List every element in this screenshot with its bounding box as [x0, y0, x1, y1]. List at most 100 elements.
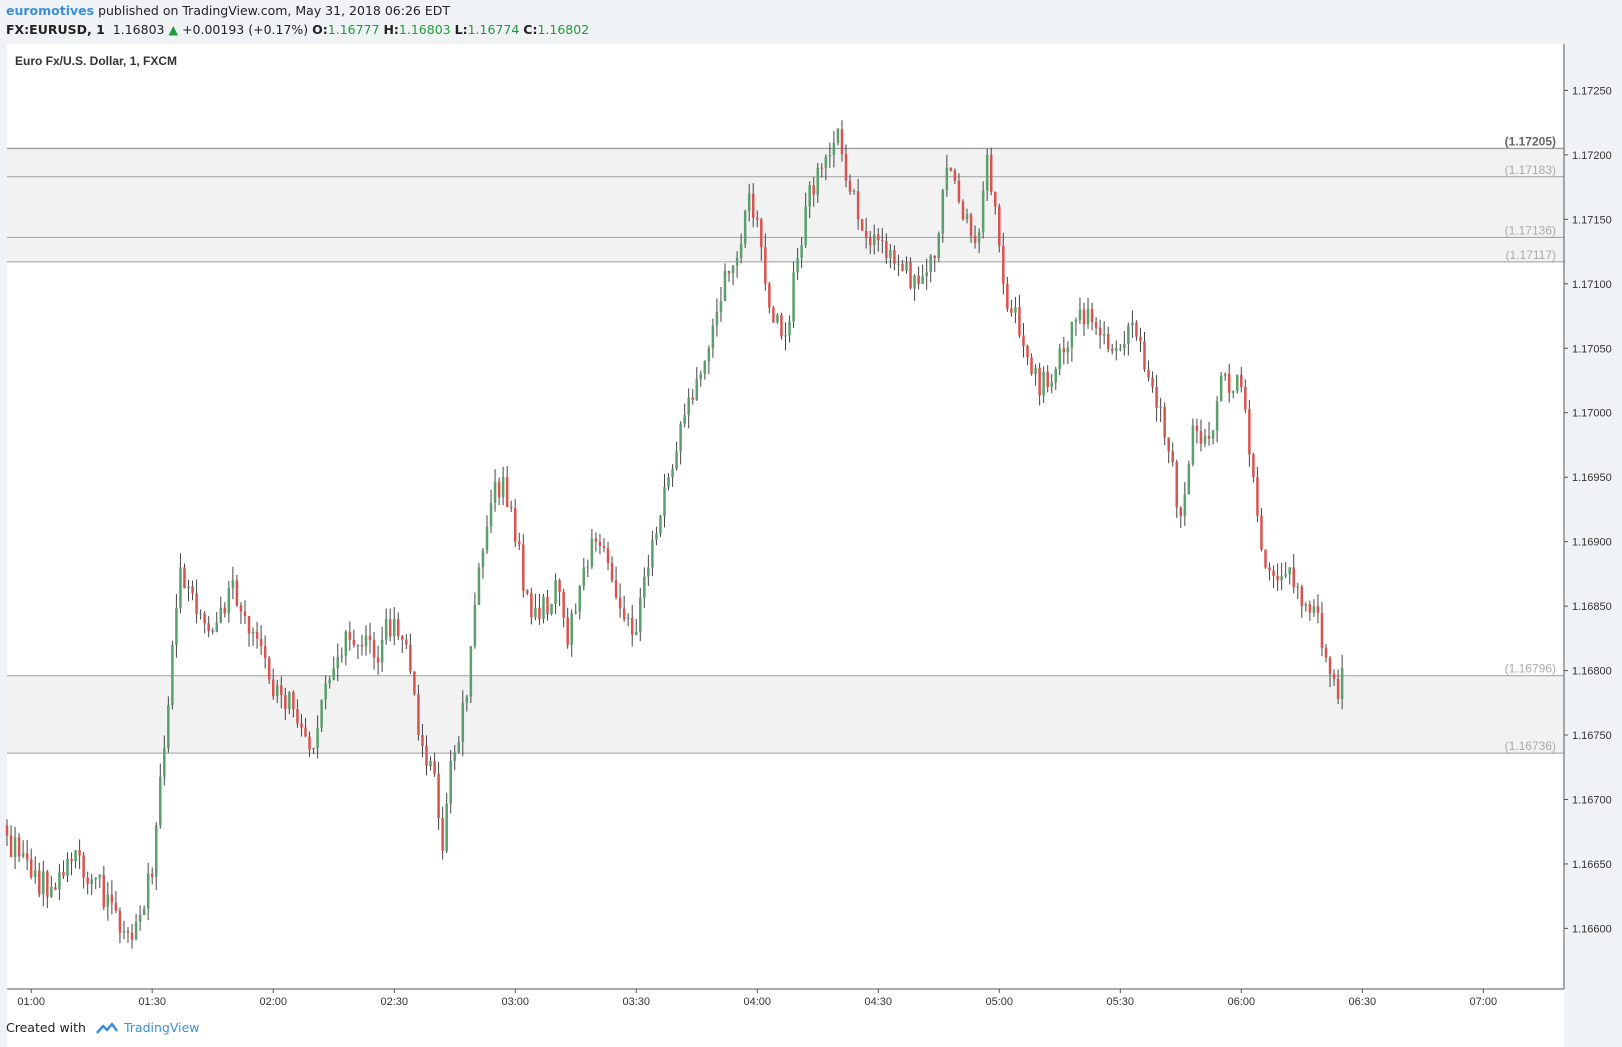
- level-label-2: (1.17136): [1505, 223, 1556, 237]
- candle-body: [1304, 604, 1308, 607]
- x-tick-label-11: 06:30: [1349, 996, 1377, 1008]
- candle-body: [473, 604, 477, 647]
- candle-body: [1332, 673, 1336, 679]
- candle-body: [425, 745, 428, 767]
- candle-body: [477, 567, 481, 605]
- candle-body: [5, 825, 9, 836]
- candle-body: [348, 631, 352, 640]
- candle-body: [1123, 343, 1126, 349]
- candle-body: [267, 658, 271, 680]
- candle-body: [836, 129, 840, 143]
- candle-body: [1328, 657, 1332, 674]
- candle-body: [824, 156, 828, 169]
- candle-body: [1296, 586, 1300, 588]
- y-tick-label-7: 1.16950: [1572, 472, 1612, 484]
- y-tick-label-12: 1.17200: [1572, 150, 1612, 162]
- candle-body: [570, 613, 573, 645]
- candle-body: [38, 870, 41, 895]
- x-tick-label-10: 06:00: [1228, 996, 1256, 1008]
- candle-body: [1215, 401, 1219, 431]
- candle-body: [1248, 409, 1251, 455]
- candle-body: [921, 276, 924, 284]
- low-value: 1.16774: [467, 22, 520, 37]
- candle-body: [977, 232, 981, 243]
- candle-body: [925, 271, 928, 277]
- candle-body: [526, 590, 529, 594]
- candle-body: [461, 702, 465, 743]
- high-label: H:: [383, 22, 399, 37]
- candle-body: [417, 694, 420, 736]
- level-labels: (1.17205) (1.17183) (1.17136) (1.17117) (1.1…: [1505, 134, 1556, 753]
- candle-body: [534, 607, 537, 618]
- candle-body: [1320, 612, 1324, 648]
- candle-body: [707, 348, 711, 362]
- candle-body: [933, 255, 936, 259]
- candle-body: [998, 206, 1001, 246]
- candle-body: [1244, 386, 1247, 410]
- publish-text: published on TradingView.com, May 31, 20…: [98, 3, 450, 18]
- created-with-text: Created with: [6, 1020, 86, 1035]
- candle-body: [469, 646, 473, 697]
- open-value: 1.16777: [327, 22, 380, 37]
- candle-body: [852, 191, 856, 193]
- candle-body: [235, 580, 239, 606]
- candle-body: [1110, 348, 1114, 351]
- candle-body: [655, 533, 658, 540]
- candle-body: [509, 506, 513, 509]
- candle-body: [138, 915, 142, 922]
- candle-body: [929, 255, 932, 272]
- candle-body: [433, 760, 436, 774]
- candle-body: [550, 603, 553, 614]
- candle-body: [909, 262, 912, 289]
- y-tick-label-10: 1.17100: [1572, 279, 1612, 291]
- candle-body: [429, 760, 432, 767]
- candle-body: [832, 142, 836, 155]
- chart-title: Euro Fx/U.S. Dollar, 1, FXCM: [15, 54, 177, 68]
- candle-body: [558, 580, 561, 593]
- candles: [5, 120, 1344, 949]
- candle-body: [1026, 345, 1029, 358]
- candle-body: [1276, 575, 1279, 581]
- candle-body: [86, 877, 89, 884]
- candle-body: [1312, 606, 1316, 613]
- candle-body: [687, 397, 690, 416]
- x-tick-label-7: 04:30: [865, 996, 893, 1008]
- candle-body: [788, 321, 791, 336]
- candle-body: [441, 817, 444, 852]
- low-label: L:: [454, 22, 468, 37]
- zones: [7, 147, 1564, 754]
- candle-body: [610, 562, 614, 581]
- candle-body: [110, 894, 114, 903]
- y-tick-label-13: 1.17250: [1572, 85, 1612, 97]
- ohlc-legend: FX:EURUSD, 1 1.16803 ▲ +0.00193 (+0.17%)…: [6, 22, 589, 37]
- candle-body: [1308, 604, 1312, 613]
- candle-body: [437, 773, 440, 818]
- candle-body: [102, 875, 106, 907]
- candle-body: [384, 619, 388, 640]
- candle-body: [622, 608, 626, 619]
- candle-body: [594, 538, 598, 542]
- candle-body: [1236, 374, 1239, 391]
- candle-body: [187, 586, 190, 589]
- candle-body: [179, 567, 182, 608]
- author-link[interactable]: euromotives: [6, 3, 95, 18]
- y-tick-label-3: 1.16750: [1572, 730, 1612, 742]
- candle-body: [1284, 574, 1287, 577]
- open-label: O:: [312, 22, 328, 37]
- candle-body: [1280, 576, 1283, 581]
- candle-body: [62, 872, 65, 876]
- candle-body: [1175, 462, 1179, 508]
- publish-info: euromotives published on TradingView.com…: [6, 3, 450, 18]
- candle-body: [1292, 567, 1295, 588]
- y-tick-label-9: 1.17050: [1572, 343, 1612, 355]
- tradingview-brand[interactable]: TradingView: [123, 1020, 200, 1035]
- candle-body: [727, 270, 731, 274]
- tradingview-logo-icon[interactable]: [96, 1021, 118, 1035]
- candle-body: [671, 468, 674, 478]
- candle-body: [881, 240, 884, 242]
- candle-body: [1268, 567, 1271, 571]
- candle-body: [784, 335, 787, 337]
- candle-body: [465, 696, 469, 703]
- candle-body: [751, 193, 755, 218]
